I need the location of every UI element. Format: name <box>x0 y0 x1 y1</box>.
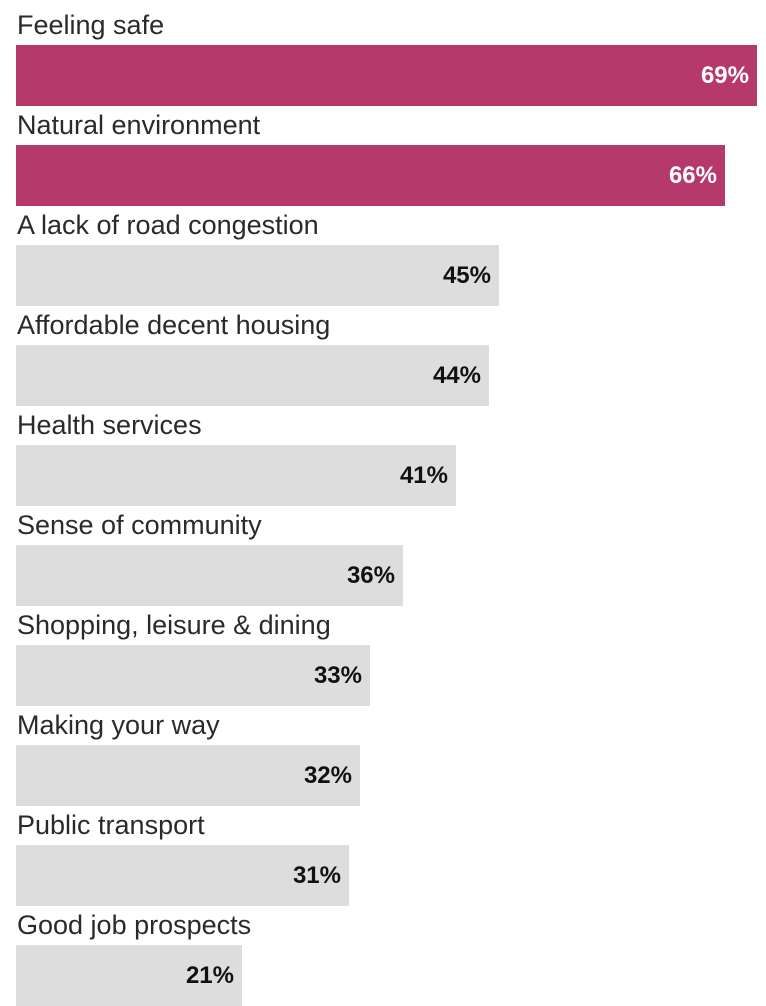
value-label: 41% <box>399 462 448 489</box>
bar-row: Natural environment 66% <box>0 100 766 206</box>
value-label: 31% <box>292 862 341 889</box>
value-label: 33% <box>313 662 362 689</box>
bar-row: Public transport 31% <box>0 800 766 906</box>
category-label: Making your way <box>17 710 220 740</box>
category-label: Affordable decent housing <box>17 310 331 340</box>
bar-row: Making your way 32% <box>0 700 766 806</box>
bar-row: Shopping, leisure & dining 33% <box>0 600 766 706</box>
bar-row: Affordable decent housing 44% <box>0 300 766 406</box>
bar: 32% <box>16 745 360 806</box>
category-label: Feeling safe <box>17 10 165 40</box>
bar-row: Good job prospects 21% <box>0 900 766 1006</box>
bar: 69% <box>16 45 757 106</box>
value-label: 21% <box>185 962 234 989</box>
bar-row: A lack of road congestion 45% <box>0 200 766 306</box>
bar: 36% <box>16 545 403 606</box>
bar: 45% <box>16 245 499 306</box>
value-label: 45% <box>442 262 491 289</box>
value-label: 69% <box>700 62 749 89</box>
category-label: Public transport <box>17 810 205 840</box>
category-label: Good job prospects <box>17 910 252 940</box>
category-label: A lack of road congestion <box>17 210 319 240</box>
category-label: Shopping, leisure & dining <box>17 610 331 640</box>
bar-row: Sense of community 36% <box>0 500 766 606</box>
category-label: Health services <box>17 410 202 440</box>
value-label: 36% <box>346 562 395 589</box>
value-label: 32% <box>303 762 352 789</box>
bar: 41% <box>16 445 456 506</box>
bar: 31% <box>16 845 349 906</box>
value-label: 66% <box>668 162 717 189</box>
bar-row: Health services 41% <box>0 400 766 506</box>
category-label: Natural environment <box>17 110 261 140</box>
bar: 21% <box>16 945 242 1006</box>
category-label: Sense of community <box>17 510 262 540</box>
bar: 33% <box>16 645 370 706</box>
bar-row: Feeling safe 69% <box>0 0 766 106</box>
bar: 44% <box>16 345 489 406</box>
bar: 66% <box>16 145 725 206</box>
value-label: 44% <box>432 362 481 389</box>
